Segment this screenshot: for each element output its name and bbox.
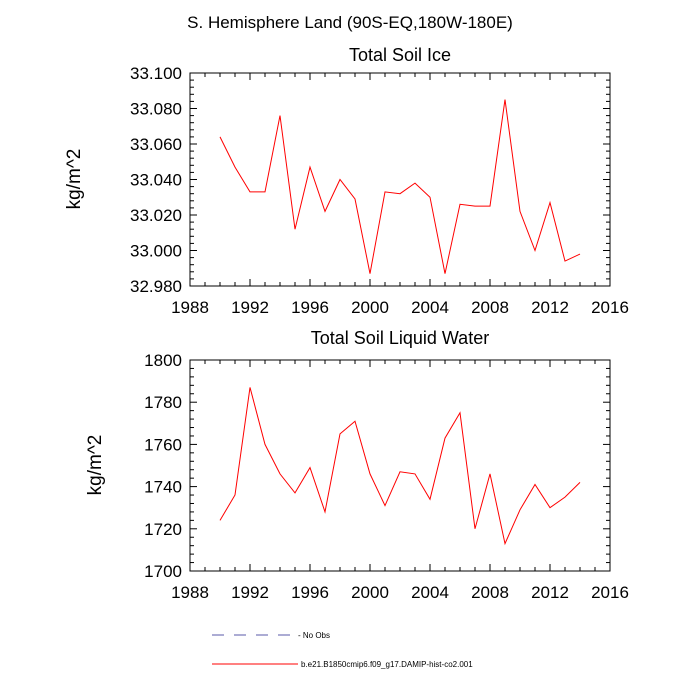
y-tick-label-soil-ice: 32.980 bbox=[130, 277, 182, 296]
chart-title-soil-liquid-water: Total Soil Liquid Water bbox=[311, 328, 489, 348]
legend: - No Obs b.e21.B1850cmip6.f09_g17.DAMIP-… bbox=[212, 631, 473, 669]
y-axis-label-soil-ice: kg/m^2 bbox=[64, 149, 85, 210]
y-tick-label-soil-liquid-water: 1780 bbox=[144, 393, 182, 412]
x-tick-label-soil-ice: 2012 bbox=[531, 298, 569, 317]
y-tick-label-soil-ice: 33.000 bbox=[130, 242, 182, 261]
x-tick-label-soil-ice: 1996 bbox=[291, 298, 329, 317]
y-axis-label-soil-liquid-water: kg/m^2 bbox=[85, 435, 106, 496]
y-tick-label-soil-liquid-water: 1700 bbox=[144, 562, 182, 581]
x-tick-label-soil-liquid-water: 2004 bbox=[411, 583, 449, 602]
figure-suptitle: S. Hemisphere Land (90S-EQ,180W-180E) bbox=[187, 13, 513, 32]
series-line-soil-liquid-water bbox=[219, 387, 581, 546]
y-tick-label-soil-ice: 33.100 bbox=[130, 64, 182, 83]
y-tick-label-soil-ice: 33.080 bbox=[130, 100, 182, 119]
x-tick-label-soil-ice: 2016 bbox=[591, 298, 629, 317]
chart-title-soil-ice: Total Soil Ice bbox=[349, 45, 451, 65]
legend-label-model: b.e21.B1850cmip6.f09_g17.DAMIP-hist-co2.… bbox=[301, 660, 473, 669]
x-tick-label-soil-liquid-water: 1988 bbox=[171, 583, 209, 602]
x-tick-label-soil-ice: 2000 bbox=[351, 298, 389, 317]
x-tick-label-soil-liquid-water: 1996 bbox=[291, 583, 329, 602]
x-tick-label-soil-ice: 1992 bbox=[231, 298, 269, 317]
x-tick-label-soil-liquid-water: 2000 bbox=[351, 583, 389, 602]
y-tick-label-soil-ice: 33.020 bbox=[130, 206, 182, 225]
y-tick-label-soil-ice: 33.060 bbox=[130, 135, 182, 154]
y-tick-label-soil-liquid-water: 1740 bbox=[144, 478, 182, 497]
y-tick-label-soil-liquid-water: 1760 bbox=[144, 435, 182, 454]
series-line-soil-ice bbox=[219, 99, 581, 274]
legend-label-no-obs: - No Obs bbox=[298, 631, 330, 640]
y-tick-label-soil-ice: 33.040 bbox=[130, 171, 182, 190]
plot-frame-soil-liquid-water bbox=[189, 359, 611, 572]
y-tick-label-soil-liquid-water: 1720 bbox=[144, 520, 182, 539]
chart-panel-soil-ice: Total Soil Ice kg/m^2 1988 1992 1996 2000 20… bbox=[64, 45, 629, 317]
x-tick-label-soil-ice: 2008 bbox=[471, 298, 509, 317]
chart-panel-soil-liquid-water: Total Soil Liquid Water kg/m^2 1988 1992 1… bbox=[85, 328, 629, 602]
x-tick-label-soil-ice: 1988 bbox=[171, 298, 209, 317]
x-tick-label-soil-liquid-water: 1992 bbox=[231, 583, 269, 602]
x-tick-label-soil-liquid-water: 2008 bbox=[471, 583, 509, 602]
y-tick-label-soil-liquid-water: 1800 bbox=[144, 351, 182, 370]
x-tick-label-soil-ice: 2004 bbox=[411, 298, 449, 317]
plot-frame-soil-ice bbox=[189, 72, 611, 287]
x-tick-label-soil-liquid-water: 2012 bbox=[531, 583, 569, 602]
x-tick-label-soil-liquid-water: 2016 bbox=[591, 583, 629, 602]
